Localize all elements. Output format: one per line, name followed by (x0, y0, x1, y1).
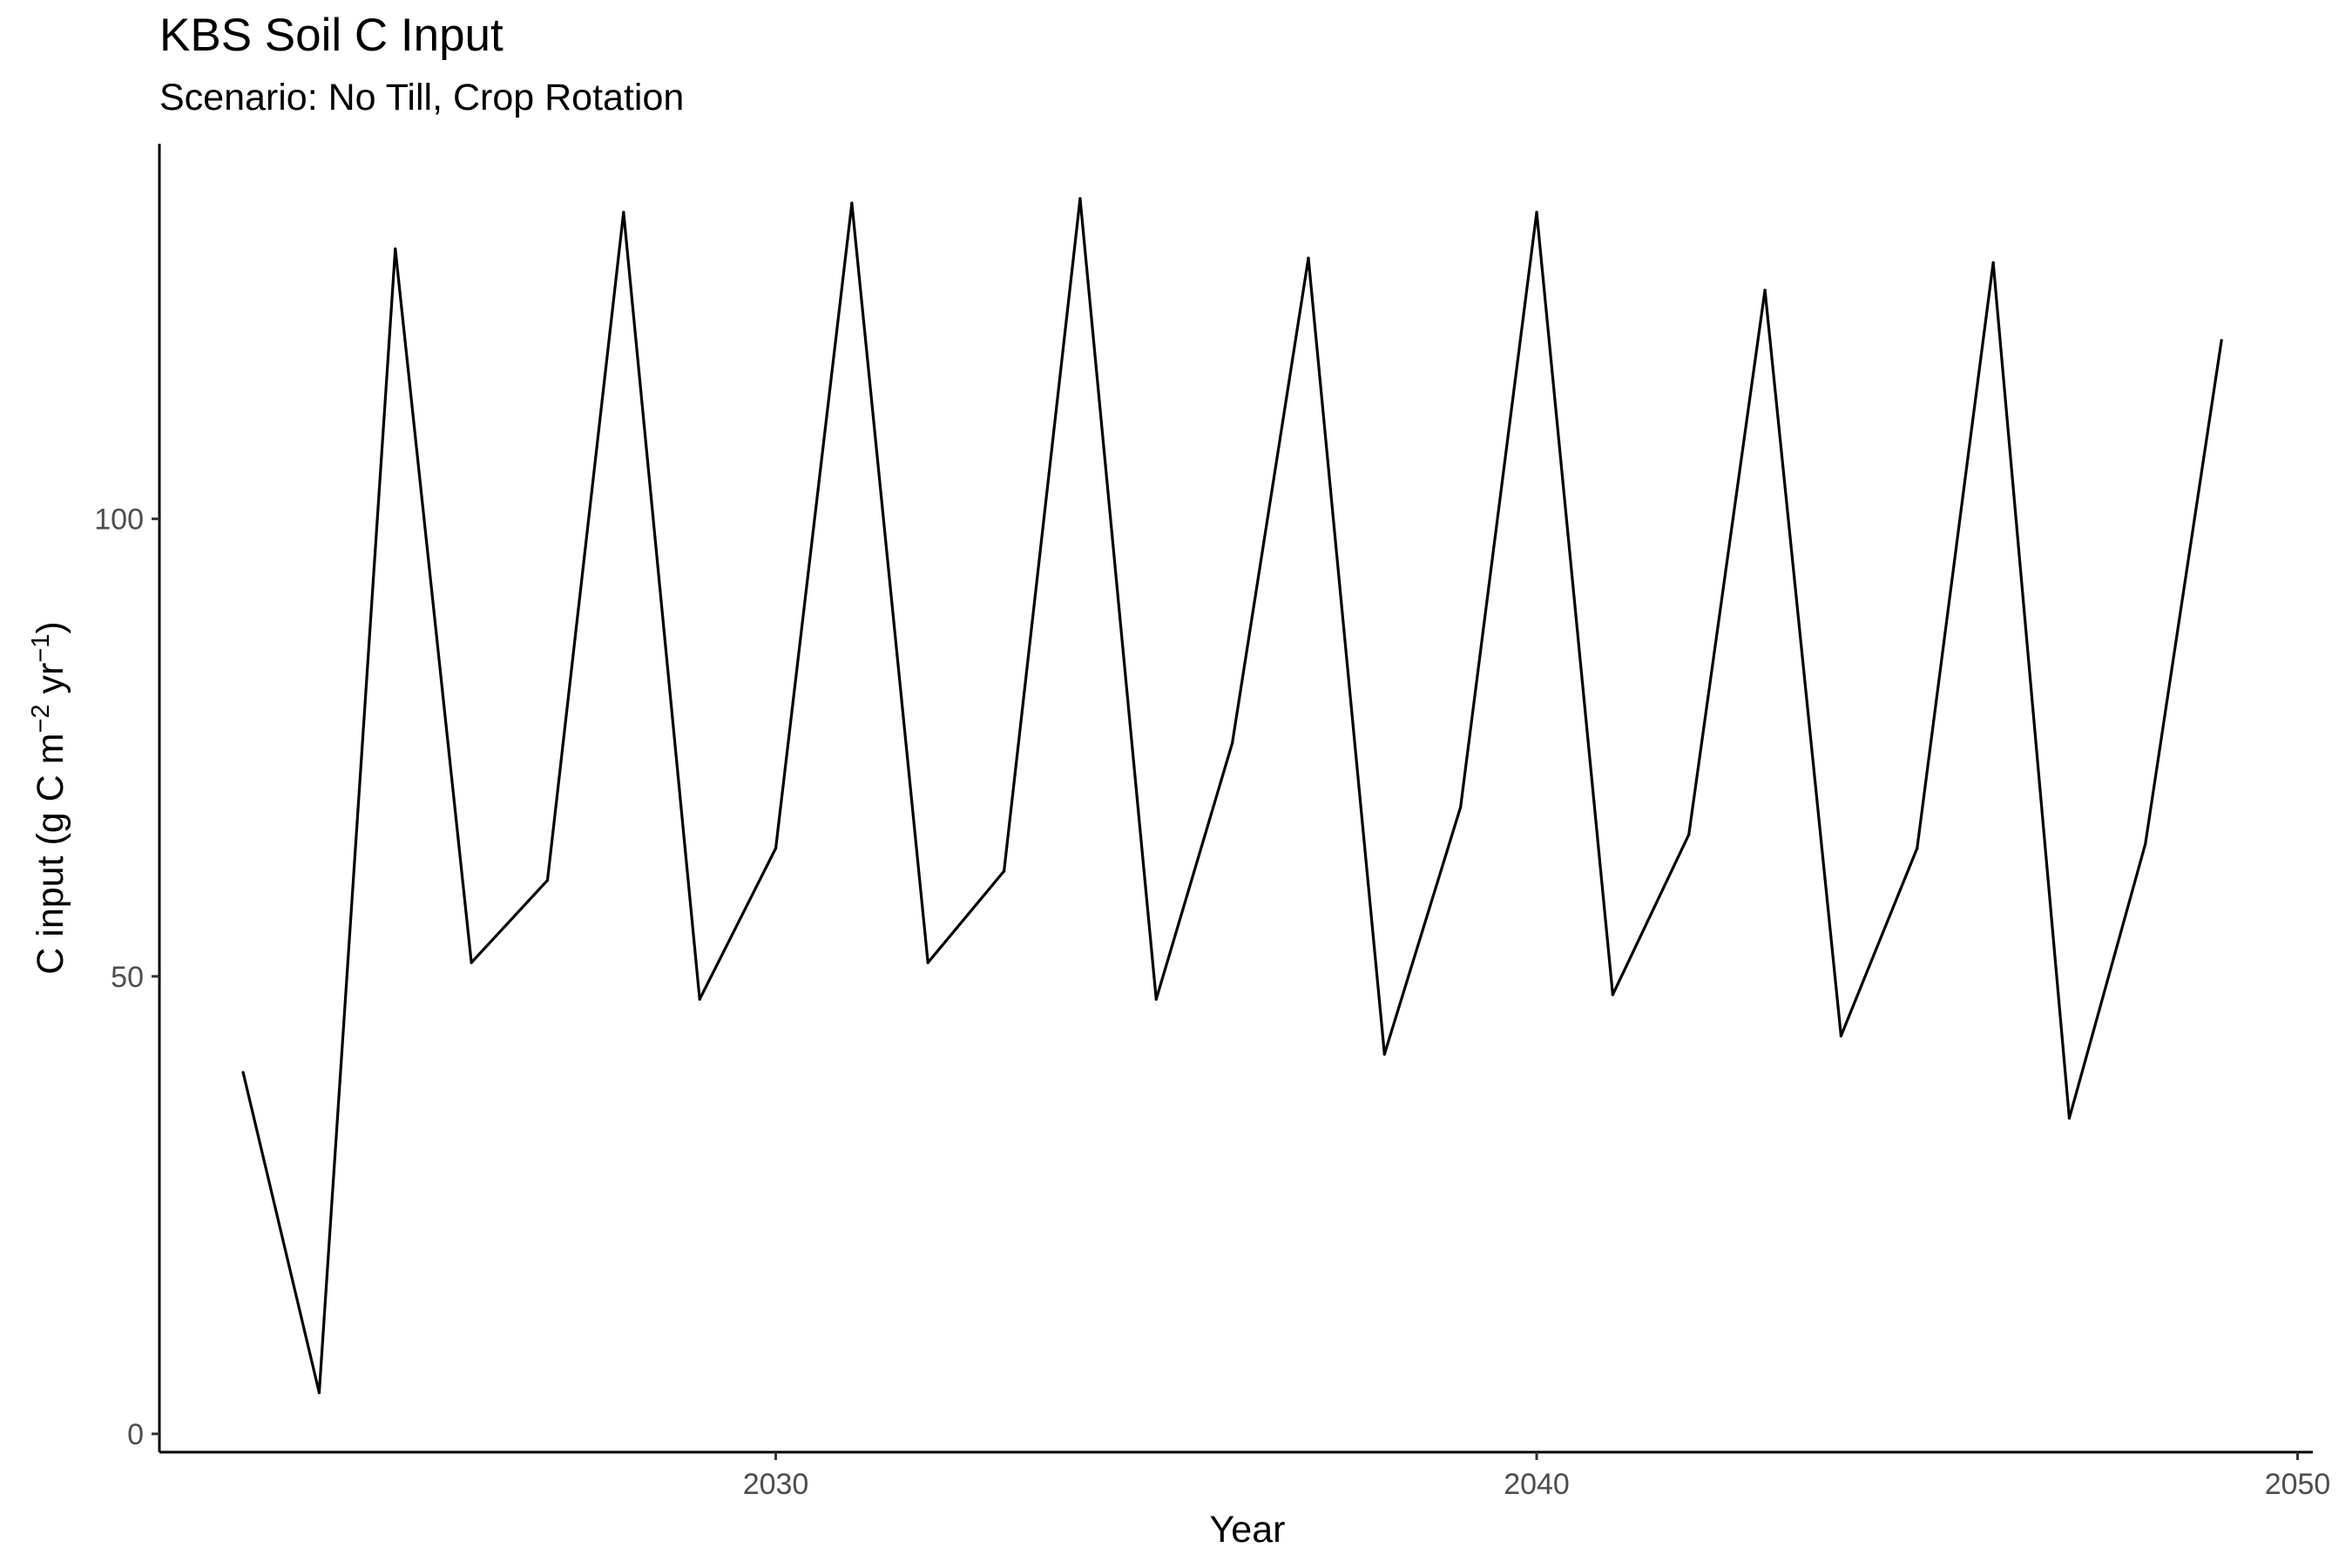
data-point (622, 211, 625, 214)
data-point (1459, 805, 1463, 809)
data-point (1763, 288, 1767, 292)
data-point (1839, 1034, 1843, 1037)
data-point (1231, 741, 1234, 745)
data-point (317, 1391, 321, 1395)
series-line-segment (1763, 288, 1843, 1037)
y-axis-title-suffix: ) (30, 621, 71, 633)
data-point (1916, 847, 1919, 850)
y-axis-title-prefix: C input (g C m (30, 733, 71, 975)
data-point (470, 961, 473, 964)
data-point (2144, 841, 2147, 846)
series-layer (241, 197, 2223, 1395)
data-point (1991, 260, 1995, 265)
data-point (1611, 993, 1614, 997)
data-point (2067, 1117, 2072, 1120)
data-point (774, 847, 778, 850)
series-line-segment (2144, 339, 2223, 846)
series-line-segment (2067, 841, 2147, 1120)
chart-subtitle: Scenario: No Till, Crop Rotation (159, 77, 685, 118)
y-axis-title-mid: yr (30, 663, 71, 705)
y-tick-label: 50 (111, 961, 144, 994)
data-point (926, 961, 929, 964)
series-line-segment (241, 1071, 321, 1395)
data-point (1382, 1052, 1386, 1056)
series-line-segment (926, 869, 1006, 964)
data-point (241, 1071, 245, 1074)
series-line-segment (317, 247, 397, 1395)
data-point (1002, 869, 1006, 873)
series-line-segment (1459, 211, 1538, 809)
x-axis-title: Year (1210, 1509, 1286, 1551)
data-point (2220, 339, 2223, 342)
data-point (394, 247, 397, 251)
series-line-segment (470, 878, 550, 964)
series-line-segment (698, 847, 778, 1001)
series-line-segment (622, 211, 701, 1001)
data-point (1078, 197, 1082, 200)
y-ticks: 0 50 100 (94, 504, 159, 1451)
y-axis-title: C input (g C m−2 yr−1) (27, 621, 71, 974)
data-point (1687, 833, 1691, 836)
x-tick-label: 2040 (1504, 1468, 1570, 1501)
data-point (1307, 256, 1310, 260)
series-line-segment (1687, 288, 1767, 836)
series-line-segment (1991, 260, 2072, 1120)
y-tick-label: 100 (94, 504, 144, 537)
data-point (1154, 997, 1158, 1001)
series-line-segment (774, 201, 854, 850)
y-axis-title-exponent-2: −1 (27, 634, 55, 663)
y-axis-title-exponent-1: −2 (27, 704, 55, 733)
data-point (850, 201, 854, 205)
data-point (545, 878, 550, 882)
series-line-segment (394, 247, 473, 964)
x-tick-label: 2050 (2265, 1468, 2331, 1501)
x-tick-label: 2030 (743, 1468, 809, 1501)
series-line-segment (1154, 741, 1234, 1001)
chart-title: KBS Soil C Input (159, 10, 504, 61)
series-line-segment (545, 211, 625, 882)
series-line-segment (1916, 260, 1995, 850)
series-line-segment (1535, 211, 1614, 997)
y-tick-label: 0 (127, 1418, 144, 1451)
series-line-segment (1382, 805, 1463, 1056)
series-line-segment (1078, 197, 1158, 1001)
series-line-segment (1611, 833, 1691, 997)
data-point (1535, 211, 1538, 214)
series-line-segment (1231, 256, 1310, 745)
series-line-segment (850, 201, 929, 964)
data-point (698, 997, 701, 1001)
series-line-segment (1002, 197, 1082, 873)
series-line-segment (1839, 847, 1919, 1037)
series-line-segment (1307, 256, 1386, 1056)
x-ticks: 2030 2040 2050 (743, 1452, 2331, 1501)
